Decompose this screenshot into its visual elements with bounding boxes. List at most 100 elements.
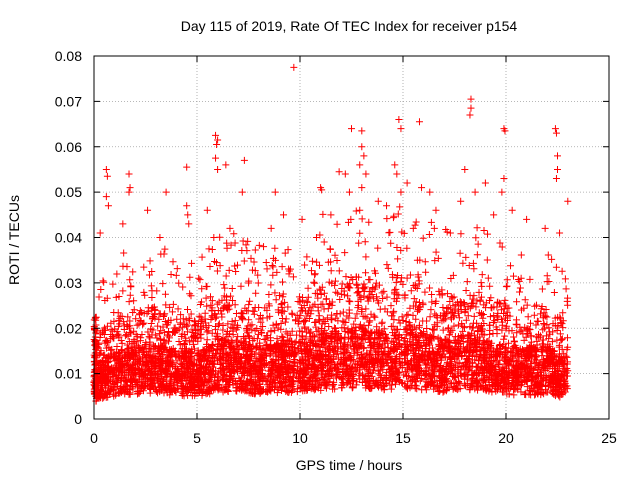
data-point-marker bbox=[385, 265, 392, 272]
data-point-marker bbox=[544, 272, 551, 279]
data-point-marker bbox=[472, 234, 479, 241]
data-point-marker bbox=[478, 283, 485, 290]
data-point-marker bbox=[487, 313, 494, 320]
data-point-marker bbox=[273, 320, 280, 327]
data-point-marker bbox=[161, 250, 168, 257]
data-point-marker bbox=[360, 293, 367, 300]
data-point-marker bbox=[221, 285, 228, 292]
data-point-marker bbox=[203, 295, 210, 302]
data-point-marker bbox=[251, 258, 258, 265]
data-point-marker bbox=[246, 298, 253, 305]
data-point-marker bbox=[557, 337, 564, 344]
data-point-marker bbox=[216, 299, 223, 306]
chart-title: Day 115 of 2019, Rate Of TEC Index for r… bbox=[181, 18, 518, 34]
data-point-marker bbox=[422, 269, 429, 276]
data-point-marker bbox=[427, 306, 434, 313]
data-point-marker bbox=[311, 271, 318, 278]
data-point-marker bbox=[311, 280, 318, 287]
data-point-marker bbox=[353, 208, 360, 215]
data-point-marker bbox=[334, 221, 341, 228]
data-point-marker bbox=[305, 285, 312, 292]
data-point-marker bbox=[140, 289, 147, 296]
data-point-marker bbox=[97, 286, 104, 293]
data-point-marker bbox=[209, 297, 216, 304]
data-point-marker bbox=[484, 231, 491, 238]
data-point-marker bbox=[470, 320, 477, 327]
data-point-marker bbox=[237, 283, 244, 290]
data-point-marker bbox=[420, 235, 427, 242]
data-point-marker bbox=[564, 334, 571, 341]
data-point-marker bbox=[107, 320, 114, 327]
data-point-marker bbox=[394, 255, 401, 262]
data-point-marker bbox=[503, 283, 510, 290]
data-point-marker bbox=[318, 291, 325, 298]
data-point-marker bbox=[321, 306, 328, 313]
data-point-marker bbox=[464, 278, 471, 285]
data-point-marker bbox=[486, 283, 493, 290]
data-point-marker bbox=[534, 318, 541, 325]
data-point-marker bbox=[126, 298, 133, 305]
data-point-marker bbox=[148, 320, 155, 327]
data-point-marker bbox=[352, 315, 359, 322]
data-point-marker bbox=[426, 284, 433, 291]
data-point-marker bbox=[428, 291, 435, 298]
data-point-marker bbox=[383, 215, 390, 222]
data-point-marker bbox=[463, 287, 470, 294]
data-point-marker bbox=[273, 296, 280, 303]
data-point-marker bbox=[197, 276, 204, 283]
data-point-marker bbox=[553, 264, 560, 271]
data-point-marker bbox=[480, 227, 487, 234]
data-point-marker bbox=[192, 318, 199, 325]
data-point-marker bbox=[563, 285, 570, 292]
data-point-marker bbox=[267, 328, 274, 335]
data-point-marker bbox=[362, 269, 369, 276]
data-point-marker bbox=[342, 273, 349, 280]
data-point-marker bbox=[479, 271, 486, 278]
data-point-marker bbox=[531, 312, 538, 319]
data-point-marker bbox=[559, 268, 566, 275]
data-point-marker bbox=[260, 243, 267, 250]
data-point-marker bbox=[195, 275, 202, 282]
data-point-marker bbox=[333, 310, 340, 317]
data-point-marker bbox=[548, 256, 555, 263]
data-point-marker bbox=[431, 225, 438, 232]
data-point-marker bbox=[525, 313, 532, 320]
data-point-marker bbox=[539, 326, 546, 333]
data-point-marker bbox=[475, 241, 482, 248]
data-point-marker bbox=[312, 324, 319, 331]
data-point-marker bbox=[412, 222, 419, 229]
data-point-marker bbox=[256, 242, 263, 249]
data-point-marker bbox=[365, 219, 372, 226]
data-point-marker bbox=[248, 255, 255, 262]
data-point-marker bbox=[457, 230, 464, 237]
data-point-marker bbox=[457, 250, 464, 257]
data-point-marker bbox=[504, 276, 511, 283]
data-point-marker bbox=[264, 265, 271, 272]
data-point-marker bbox=[241, 258, 248, 265]
data-point-marker bbox=[303, 253, 310, 260]
data-point-marker bbox=[433, 249, 440, 256]
data-point-marker bbox=[526, 276, 533, 283]
data-point-marker bbox=[96, 293, 103, 300]
data-point-marker bbox=[465, 312, 472, 319]
data-point-marker bbox=[229, 285, 236, 292]
data-point-marker bbox=[204, 336, 211, 343]
data-point-marker bbox=[518, 252, 525, 259]
data-point-marker bbox=[545, 278, 552, 285]
data-point-marker bbox=[501, 333, 508, 340]
data-point-marker bbox=[336, 296, 343, 303]
data-point-marker bbox=[173, 272, 180, 279]
data-point-marker bbox=[100, 277, 107, 284]
data-point-marker bbox=[353, 281, 360, 288]
data-point-marker bbox=[439, 304, 446, 311]
data-point-marker bbox=[327, 245, 334, 252]
data-point-marker bbox=[120, 250, 127, 257]
data-point-marker bbox=[325, 323, 332, 330]
data-point-marker bbox=[386, 229, 393, 236]
data-point-marker bbox=[328, 267, 335, 274]
data-point-marker bbox=[396, 203, 403, 210]
data-point-marker bbox=[310, 279, 317, 286]
data-point-marker bbox=[248, 321, 255, 328]
data-point-marker bbox=[279, 279, 286, 286]
